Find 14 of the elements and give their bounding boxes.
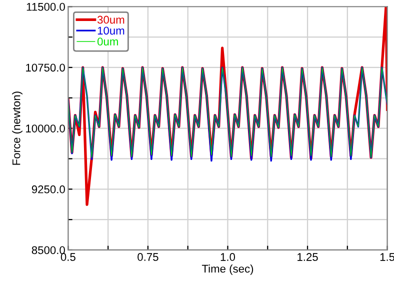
x-tick-label: 0.75: [138, 253, 158, 261]
legend-label: 0um: [97, 38, 118, 46]
y-tick-label: 8500.0: [32, 246, 65, 254]
y-tick-label: 10000.0: [26, 124, 65, 132]
y-tick-label: 9250.0: [32, 185, 65, 194]
x-tick-label: 1.25: [298, 253, 318, 261]
x-axis-title: Time (sec): [202, 264, 254, 275]
x-tick-label: 1.0: [220, 253, 236, 261]
legend-label: 10um: [98, 26, 124, 35]
y-tick-label: 11500.0: [26, 2, 65, 11]
y-axis-title: Force (newton): [12, 92, 22, 165]
y-tick-label: 10750.0: [26, 64, 65, 72]
legend-label: 30um: [97, 16, 124, 24]
x-tick-label: 0.5: [60, 253, 76, 261]
